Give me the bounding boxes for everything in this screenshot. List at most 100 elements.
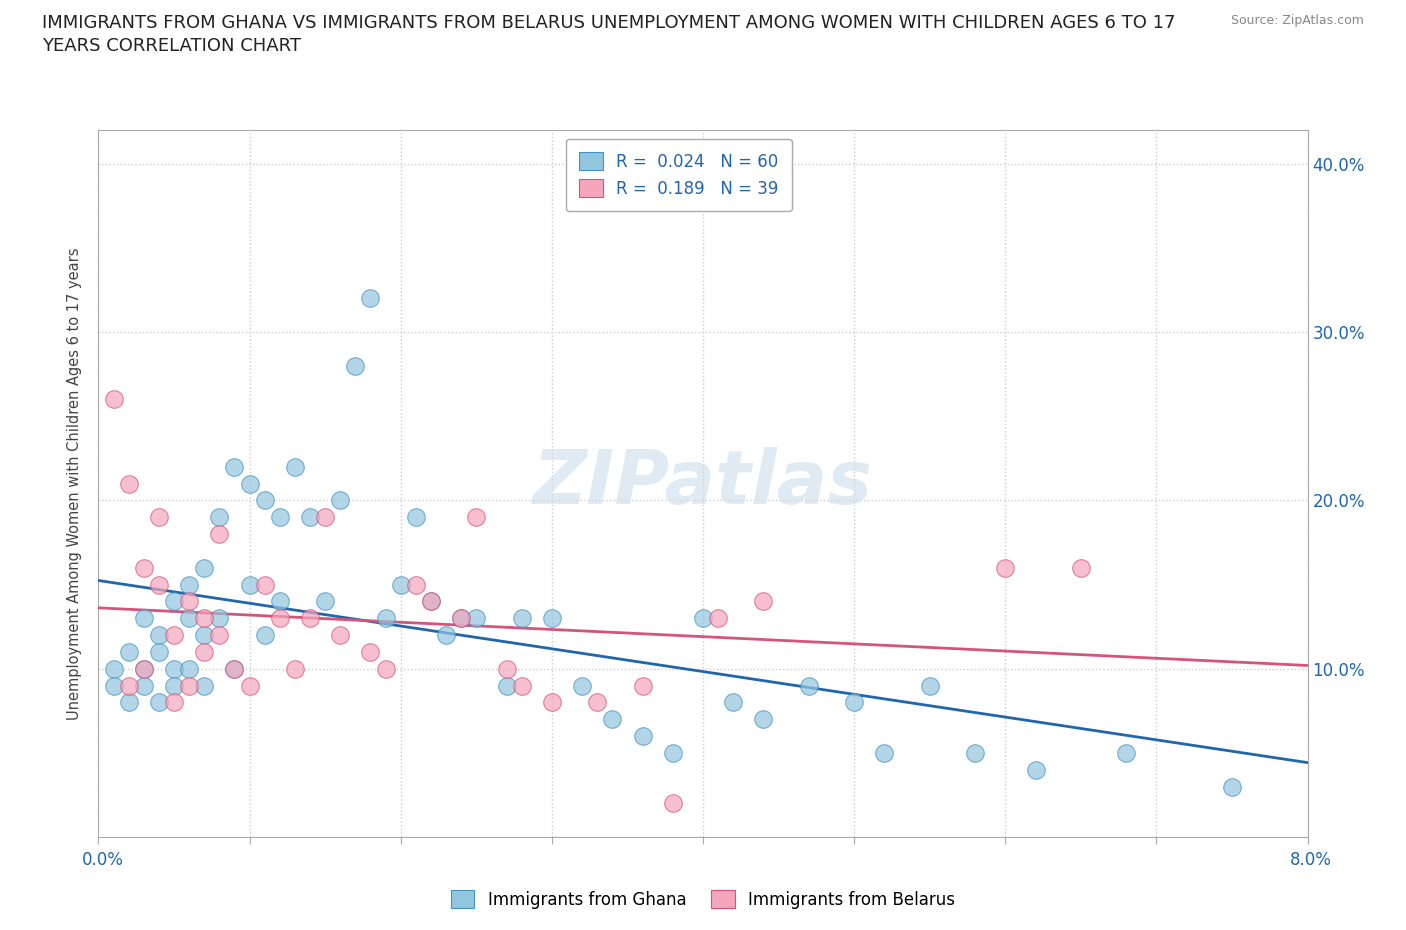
- Point: [586, 695, 609, 710]
- Point: [299, 611, 322, 626]
- Point: [510, 678, 533, 693]
- Point: [132, 560, 155, 575]
- Point: [329, 628, 352, 643]
- Point: [269, 510, 291, 525]
- Point: [208, 628, 231, 643]
- Point: [163, 594, 186, 609]
- Point: [994, 560, 1017, 575]
- Point: [208, 526, 231, 541]
- Point: [179, 678, 201, 693]
- Point: [179, 594, 201, 609]
- Point: [965, 746, 987, 761]
- Point: [450, 611, 472, 626]
- Point: [103, 678, 125, 693]
- Point: [163, 678, 186, 693]
- Point: [707, 611, 730, 626]
- Point: [118, 695, 141, 710]
- Point: [360, 291, 382, 306]
- Point: [797, 678, 820, 693]
- Point: [208, 611, 231, 626]
- Text: 8.0%: 8.0%: [1289, 851, 1331, 870]
- Point: [602, 711, 624, 726]
- Point: [314, 510, 336, 525]
- Y-axis label: Unemployment Among Women with Children Ages 6 to 17 years: Unemployment Among Women with Children A…: [67, 247, 83, 720]
- Point: [360, 644, 382, 659]
- Point: [420, 594, 443, 609]
- Point: [193, 678, 215, 693]
- Point: [103, 392, 125, 407]
- Point: [103, 661, 125, 676]
- Text: IMMIGRANTS FROM GHANA VS IMMIGRANTS FROM BELARUS UNEMPLOYMENT AMONG WOMEN WITH C: IMMIGRANTS FROM GHANA VS IMMIGRANTS FROM…: [42, 14, 1175, 32]
- Point: [662, 746, 685, 761]
- Point: [239, 578, 262, 592]
- Point: [723, 695, 745, 710]
- Point: [1070, 560, 1092, 575]
- Point: [239, 678, 262, 693]
- Point: [450, 611, 472, 626]
- Point: [179, 578, 201, 592]
- Point: [662, 796, 685, 811]
- Point: [253, 493, 276, 508]
- Point: [148, 628, 170, 643]
- Point: [179, 611, 201, 626]
- Point: [495, 678, 517, 693]
- Point: [269, 594, 291, 609]
- Point: [1025, 763, 1047, 777]
- Point: [193, 628, 215, 643]
- Point: [224, 661, 246, 676]
- Point: [299, 510, 322, 525]
- Point: [405, 510, 427, 525]
- Point: [163, 695, 186, 710]
- Point: [132, 678, 155, 693]
- Point: [918, 678, 941, 693]
- Point: [1220, 779, 1243, 794]
- Point: [239, 476, 262, 491]
- Point: [844, 695, 866, 710]
- Point: [389, 578, 412, 592]
- Point: [148, 644, 170, 659]
- Point: [873, 746, 896, 761]
- Point: [132, 611, 155, 626]
- Point: [752, 594, 775, 609]
- Point: [631, 678, 654, 693]
- Point: [148, 695, 170, 710]
- Point: [344, 358, 367, 373]
- Point: [132, 661, 155, 676]
- Point: [253, 628, 276, 643]
- Legend: Immigrants from Ghana, Immigrants from Belarus: Immigrants from Ghana, Immigrants from B…: [443, 882, 963, 917]
- Text: ZIPatlas: ZIPatlas: [533, 447, 873, 520]
- Text: YEARS CORRELATION CHART: YEARS CORRELATION CHART: [42, 37, 301, 55]
- Point: [284, 661, 307, 676]
- Point: [541, 695, 564, 710]
- Point: [253, 578, 276, 592]
- Point: [1115, 746, 1137, 761]
- Point: [465, 510, 488, 525]
- Point: [132, 661, 155, 676]
- Point: [148, 510, 170, 525]
- Point: [420, 594, 443, 609]
- Text: Source: ZipAtlas.com: Source: ZipAtlas.com: [1230, 14, 1364, 27]
- Point: [541, 611, 564, 626]
- Point: [495, 661, 517, 676]
- Point: [118, 678, 141, 693]
- Legend: R =  0.024   N = 60, R =  0.189   N = 39: R = 0.024 N = 60, R = 0.189 N = 39: [567, 139, 792, 211]
- Point: [329, 493, 352, 508]
- Point: [374, 661, 396, 676]
- Point: [692, 611, 714, 626]
- Point: [193, 560, 215, 575]
- Point: [179, 661, 201, 676]
- Point: [571, 678, 593, 693]
- Point: [148, 578, 170, 592]
- Point: [314, 594, 336, 609]
- Point: [163, 628, 186, 643]
- Point: [434, 628, 457, 643]
- Point: [224, 459, 246, 474]
- Point: [752, 711, 775, 726]
- Point: [374, 611, 396, 626]
- Point: [224, 661, 246, 676]
- Point: [193, 644, 215, 659]
- Point: [631, 728, 654, 743]
- Point: [118, 644, 141, 659]
- Text: 0.0%: 0.0%: [82, 851, 124, 870]
- Point: [510, 611, 533, 626]
